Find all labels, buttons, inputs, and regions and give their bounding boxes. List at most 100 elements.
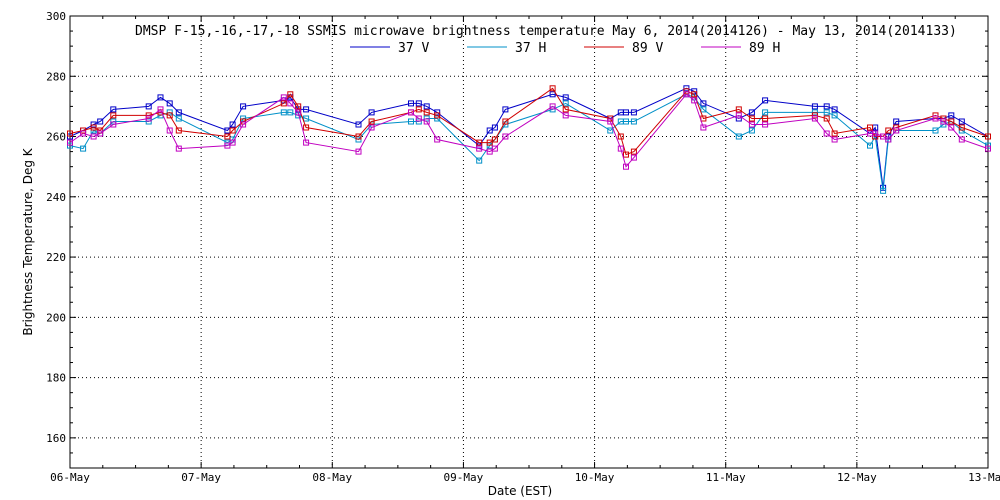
data-point: [885, 127, 892, 134]
data-point: [700, 115, 707, 122]
data-point: [224, 133, 231, 140]
data-point: [415, 115, 422, 122]
series-line: [69, 93, 989, 168]
legend-label: 37 V: [398, 41, 429, 56]
legend-item: 37 H: [467, 41, 546, 56]
data-point: [491, 145, 498, 152]
data-point: [691, 97, 698, 104]
data-point: [831, 130, 838, 137]
data-point: [303, 106, 310, 113]
x-tick-label: 11-May: [706, 471, 746, 484]
data-point: [762, 109, 769, 116]
data-point: [893, 118, 900, 125]
legend-item: 89 H: [701, 41, 780, 56]
data-point: [823, 115, 830, 122]
data-point: [880, 187, 887, 194]
data-point: [229, 139, 236, 146]
data-point: [175, 127, 182, 134]
y-tick-label: 280: [46, 70, 66, 83]
data-point: [295, 109, 302, 116]
data-point: [623, 151, 629, 158]
y-tick-label: 160: [46, 432, 66, 445]
data-point: [408, 100, 414, 107]
legend-label: 37 H: [515, 41, 546, 56]
data-point: [562, 100, 569, 107]
data-point: [867, 142, 873, 149]
x-axis-label: Date (EST): [488, 484, 552, 498]
series-89-h: [67, 91, 991, 170]
data-point: [623, 109, 629, 116]
data-point: [948, 124, 955, 131]
data-point: [110, 106, 117, 113]
data-point: [630, 109, 637, 116]
legend-item: 89 V: [584, 41, 663, 56]
data-point: [408, 109, 414, 116]
x-tick-label: 08-May: [312, 471, 352, 484]
data-point: [110, 112, 117, 119]
data-point: [762, 115, 769, 122]
data-point: [423, 109, 430, 116]
data-point: [476, 157, 483, 164]
data-point: [762, 121, 769, 128]
y-axis-label: Brightness Temperature, Deg K: [21, 147, 35, 335]
data-point: [762, 97, 769, 104]
data-point: [303, 124, 310, 131]
legend-label: 89 H: [749, 41, 780, 56]
data-point: [623, 163, 629, 170]
data-point: [502, 106, 509, 113]
data-point: [932, 127, 939, 134]
data-point: [355, 148, 362, 155]
data-point: [110, 121, 117, 128]
data-point: [355, 133, 362, 140]
data-point: [90, 133, 97, 140]
data-point: [562, 106, 569, 113]
data-point: [355, 121, 362, 128]
data-point: [175, 145, 182, 152]
x-tick-label: 12-May: [837, 471, 877, 484]
x-tick-label: 07-May: [181, 471, 221, 484]
data-point: [811, 103, 818, 110]
legend-label: 89 V: [632, 41, 663, 56]
data-point: [630, 154, 637, 161]
y-tick-label: 200: [46, 311, 66, 324]
data-point: [940, 118, 947, 125]
data-point: [607, 127, 614, 134]
data-point: [735, 106, 742, 113]
data-point: [175, 109, 182, 116]
data-point: [423, 103, 430, 110]
data-point: [811, 112, 818, 119]
data-point: [885, 136, 892, 143]
grid: [70, 16, 988, 468]
data-point: [985, 145, 991, 152]
x-tick-label: 13-May: [968, 471, 1000, 484]
data-point: [617, 145, 624, 152]
data-point: [683, 91, 690, 98]
data-point: [691, 91, 698, 98]
data-point: [434, 112, 441, 119]
data-point: [145, 115, 152, 122]
data-point: [287, 91, 294, 98]
data-point: [303, 115, 310, 122]
data-point: [562, 112, 569, 119]
data-point: [423, 118, 430, 125]
data-point: [823, 103, 830, 110]
data-point: [735, 112, 742, 119]
data-point: [434, 115, 441, 122]
data-point: [491, 136, 498, 143]
data-point: [562, 94, 569, 101]
data-point: [700, 124, 707, 131]
data-point: [280, 109, 287, 116]
data-point: [617, 133, 624, 140]
data-point: [549, 85, 556, 92]
data-point: [748, 121, 755, 128]
data-point: [748, 127, 755, 134]
chart-title: DMSP F-15,-16,-17,-18 SSMIS microwave br…: [135, 24, 957, 39]
data-point: [476, 139, 483, 146]
data-point: [415, 100, 422, 107]
data-point: [80, 130, 87, 137]
data-point: [607, 118, 614, 125]
data-point: [368, 109, 375, 116]
data-point: [229, 121, 236, 128]
data-point: [700, 100, 707, 107]
